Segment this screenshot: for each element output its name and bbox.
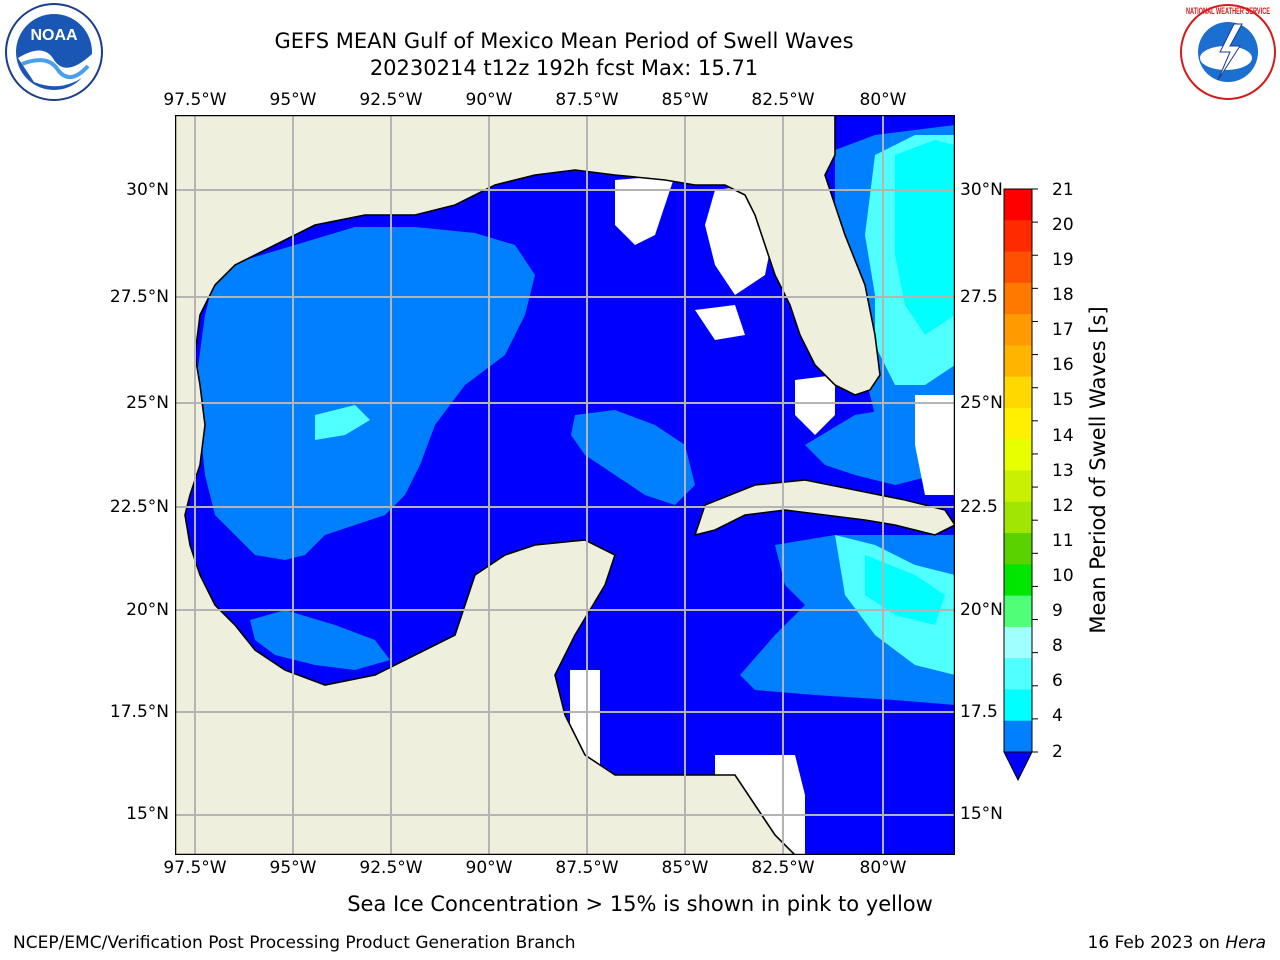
colorbar-cell <box>1004 251 1032 284</box>
colorbar-cell <box>1004 314 1032 346</box>
lon-label-bottom: 90°W <box>465 858 513 878</box>
chart-subtitle: 20230214 t12z 192h fcst Max: 15.71 <box>369 56 759 80</box>
lat-label-right: 17.5 <box>960 702 998 722</box>
footer-credit: NCEP/EMC/Verification Post Processing Pr… <box>13 933 576 953</box>
lat-label-right: 15°N <box>960 804 1003 824</box>
colorbar-tick-label: 21 <box>1052 180 1074 200</box>
colorbar-cell <box>1004 376 1032 409</box>
lon-label-bottom: 85°W <box>661 858 709 878</box>
colorbar-cell <box>1004 470 1032 503</box>
lon-label-bottom: 92.5°W <box>359 858 423 878</box>
colorbar-cell <box>1004 189 1032 221</box>
colorbar-tick-label: 10 <box>1052 566 1074 586</box>
colorbar-tick-label: 16 <box>1052 355 1074 375</box>
svg-text:NATIONAL WEATHER SERVICE: NATIONAL WEATHER SERVICE <box>1186 6 1270 16</box>
map-panel <box>175 115 955 855</box>
colorbar-axis-label: Mean Period of Swell Waves [s] <box>1086 306 1110 634</box>
colorbar-tick-label: 17 <box>1052 320 1074 340</box>
colorbar-cell <box>1004 564 1032 597</box>
colorbar-cell <box>1004 345 1032 378</box>
lon-label-bottom: 97.5°W <box>163 858 227 878</box>
noaa-logo: NOAA <box>4 2 104 102</box>
lon-label-bottom: 80°W <box>859 858 907 878</box>
footer-date: 16 Feb 2023 on Hera <box>1088 933 1266 953</box>
chart-title: GEFS MEAN Gulf of Mexico Mean Period of … <box>274 29 854 53</box>
lat-label-left: 30°N <box>126 180 169 200</box>
colorbar-tick-label: 15 <box>1052 390 1074 410</box>
lon-label-bottom: 95°W <box>269 858 317 878</box>
lat-label-left: 27.5°N <box>109 287 169 307</box>
lat-label-left: 25°N <box>126 393 169 413</box>
lon-label-bottom: 82.5°W <box>751 858 815 878</box>
nws-logo: NATIONAL WEATHER SERVICE <box>1178 2 1278 102</box>
colorbar-cell <box>1004 439 1032 471</box>
colorbar-tick-label: 4 <box>1052 706 1063 726</box>
colorbar-frame <box>1003 188 1033 753</box>
colorbar <box>1003 188 1038 782</box>
colorbar-cell <box>1004 407 1032 440</box>
lon-label-top: 95°W <box>269 90 317 110</box>
colorbar-tick-label: 11 <box>1052 531 1074 551</box>
lat-label-left: 22.5°N <box>109 497 169 517</box>
lat-label-left: 15°N <box>126 804 169 824</box>
colorbar-tick-label: 6 <box>1052 671 1063 691</box>
colorbar-cell <box>1004 501 1032 534</box>
map-frame <box>175 115 955 855</box>
lat-label-right: 30°N <box>960 180 1003 200</box>
colorbar-tick-label: 8 <box>1052 636 1063 656</box>
colorbar-cell <box>1004 220 1032 253</box>
lon-label-top: 80°W <box>859 90 907 110</box>
colorbar-tick-label: 14 <box>1052 426 1074 446</box>
graticule <box>175 115 955 855</box>
lon-label-top: 87.5°W <box>555 90 619 110</box>
colorbar-cell <box>1004 282 1032 315</box>
svg-text:NOAA: NOAA <box>30 27 78 44</box>
swell-6-8s-region <box>865 140 955 625</box>
colorbar-tick-label: 2 <box>1052 742 1063 762</box>
footer-date-text: 16 Feb 2023 on <box>1087 933 1226 953</box>
lon-label-top: 92.5°W <box>359 90 423 110</box>
colorbar-cell <box>1004 689 1032 722</box>
colorbar-cell <box>1004 533 1032 565</box>
lon-label-top: 85°W <box>661 90 709 110</box>
colorbar-extend-arrow <box>1003 751 1033 782</box>
colorbar-cell <box>1004 658 1032 690</box>
lat-label-right: 20°N <box>960 600 1003 620</box>
lat-label-left: 20°N <box>126 600 169 620</box>
colorbar-tick-label: 13 <box>1052 461 1074 481</box>
colorbar-cell <box>1004 626 1032 659</box>
footer-host: Hera <box>1225 933 1266 953</box>
lon-label-bottom: 87.5°W <box>555 858 619 878</box>
colorbar-tick-label: 18 <box>1052 285 1074 305</box>
ice-caption: Sea Ice Concentration > 15% is shown in … <box>347 892 933 916</box>
lon-label-top: 82.5°W <box>751 90 815 110</box>
colorbar-tick-label: 12 <box>1052 496 1074 516</box>
colorbar-cell <box>1004 720 1032 753</box>
lat-label-right: 22.5 <box>960 497 998 517</box>
lon-label-top: 90°W <box>465 90 513 110</box>
lat-label-left: 17.5°N <box>109 702 169 722</box>
lat-label-right: 27.5 <box>960 287 998 307</box>
colorbar-tick-label: 20 <box>1052 215 1074 235</box>
colorbar-tick-label: 19 <box>1052 250 1074 270</box>
lat-label-right: 25°N <box>960 393 1003 413</box>
colorbar-cell <box>1004 595 1032 628</box>
lon-label-top: 97.5°W <box>163 90 227 110</box>
colorbar-tick-label: 9 <box>1052 601 1063 621</box>
